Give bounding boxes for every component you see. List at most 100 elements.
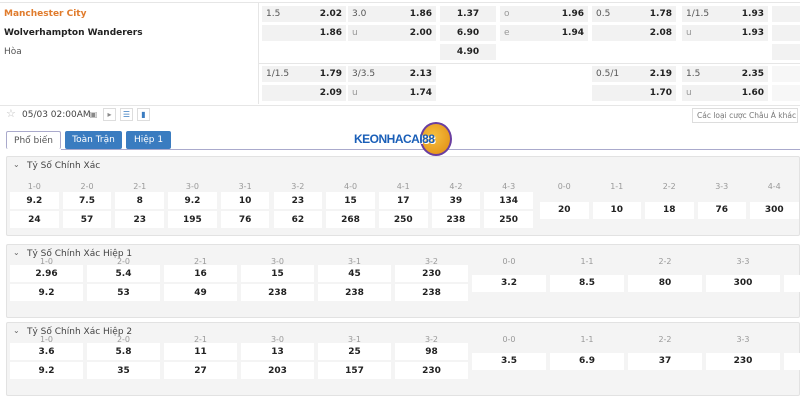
score-odds[interactable]: 57 [62, 211, 112, 228]
score-odds[interactable]: 62 [273, 211, 323, 228]
odds-cell[interactable]: 1.5 2.02 [262, 6, 346, 22]
odds-cell[interactable] [772, 44, 800, 60]
odds-cell[interactable]: 1.5 2.35 [682, 66, 768, 82]
score-odds[interactable]: 20 [540, 201, 589, 219]
score-odds[interactable]: 13 [241, 343, 314, 360]
odds-cell[interactable]: u 1.74 [348, 85, 436, 101]
odds-cell[interactable]: 1.70 [592, 85, 676, 101]
score-odds[interactable] [784, 274, 800, 292]
odds-cell[interactable]: 1.86 [262, 25, 346, 41]
score-odds[interactable]: 24 [10, 211, 59, 228]
star-icon[interactable]: ☆ [6, 107, 16, 120]
score-odds[interactable]: 11 [164, 343, 237, 360]
play-icon[interactable]: ▸ [103, 108, 116, 121]
score-odds[interactable]: 8.5 [550, 274, 624, 292]
odds-price: 1.70 [649, 88, 672, 98]
score-odds[interactable]: 5.8 [87, 343, 160, 360]
score-odds[interactable]: 203 [241, 362, 314, 379]
odds-cell[interactable]: u 1.93 [682, 25, 768, 41]
score-odds[interactable]: 76 [697, 201, 746, 219]
score-odds[interactable]: 230 [706, 352, 780, 370]
odds-cell[interactable]: u 2.00 [348, 25, 436, 41]
chevron-down-icon[interactable]: ⌄ [13, 326, 20, 335]
score-odds[interactable]: 9.2 [168, 192, 217, 209]
score-odds[interactable]: 16 [164, 265, 237, 282]
score-odds[interactable]: 80 [628, 274, 702, 292]
list-icon[interactable]: ☰ [120, 108, 133, 121]
score-odds[interactable]: 39 [431, 192, 481, 209]
score-odds[interactable]: 37 [628, 352, 702, 370]
score-odds[interactable]: 45 [318, 265, 391, 282]
score-odds[interactable]: 3.5 [472, 352, 546, 370]
tab-popular[interactable]: Phổ biến [6, 131, 61, 149]
score-odds[interactable]: 23 [273, 192, 323, 209]
score-odds[interactable]: 98 [395, 343, 468, 360]
score-odds[interactable]: 18 [645, 201, 694, 219]
score-odds[interactable]: 17 [378, 192, 428, 209]
score-odds[interactable]: 9.2 [10, 192, 59, 209]
score-odds[interactable]: 15 [241, 265, 314, 282]
score-odds[interactable]: 300 [750, 201, 799, 219]
odds-cell[interactable]: 1/1.5 1.93 [682, 6, 768, 22]
odds-cell[interactable]: 2.09 [262, 85, 346, 101]
odds-cell[interactable] [772, 6, 800, 22]
score-odds[interactable]: 157 [318, 362, 391, 379]
odds-cell[interactable] [772, 25, 800, 41]
odds-cell[interactable]: o 1.96 [500, 6, 588, 22]
odds-cell[interactable]: 3.0 1.86 [348, 6, 436, 22]
score-odds[interactable]: 53 [87, 284, 160, 301]
odds-cell[interactable] [772, 85, 800, 101]
score-odds[interactable]: 25 [318, 343, 391, 360]
tab-full-match[interactable]: Toàn Trận [65, 131, 122, 149]
score-odds[interactable]: 27 [164, 362, 237, 379]
chevron-down-icon[interactable]: ⌄ [13, 160, 20, 169]
odds-cell[interactable]: 0.5 1.78 [592, 6, 676, 22]
score-odds[interactable]: 7.5 [62, 192, 112, 209]
score-odds[interactable]: 268 [326, 211, 375, 228]
score-odds[interactable]: 6.9 [550, 352, 624, 370]
odds-cell[interactable]: 2.08 [592, 25, 676, 41]
score-odds[interactable]: 8 [115, 192, 165, 209]
score-odds[interactable]: 35 [87, 362, 160, 379]
score-odds[interactable]: 3.6 [10, 343, 83, 360]
odds-cell[interactable]: u 1.60 [682, 85, 768, 101]
score-odds[interactable]: 134 [484, 192, 533, 209]
odds-cell[interactable]: 0.5/1 2.19 [592, 66, 676, 82]
odds-cell[interactable]: 4.90 [440, 44, 496, 60]
score-label: 1-0 [27, 182, 41, 191]
score-odds[interactable]: 238 [241, 284, 314, 301]
score-odds[interactable]: 5.4 [87, 265, 160, 282]
score-odds[interactable]: 250 [484, 211, 533, 228]
chart-icon[interactable]: ▮ [137, 108, 150, 121]
chevron-down-icon[interactable]: ⌄ [13, 248, 20, 257]
score-odds[interactable]: 230 [395, 362, 468, 379]
score-odds[interactable]: 10 [220, 192, 270, 209]
odds-cell[interactable]: 1/1.5 1.79 [262, 66, 346, 82]
odds-cell[interactable]: 1.37 [440, 6, 496, 22]
odds-cell[interactable]: 3/3.5 2.13 [348, 66, 436, 82]
score-odds[interactable]: 238 [318, 284, 391, 301]
score-odds[interactable]: 250 [378, 211, 428, 228]
score-odds[interactable]: 2.96 [10, 265, 83, 282]
score-odds[interactable]: 3.2 [472, 274, 546, 292]
score-odds[interactable]: 238 [431, 211, 481, 228]
score-odds[interactable]: 300 [706, 274, 780, 292]
score-odds[interactable]: 9.2 [10, 284, 83, 301]
score-odds[interactable]: 10 [592, 201, 641, 219]
score-odds[interactable] [784, 352, 800, 370]
calendar-icon[interactable]: ▣ [89, 110, 98, 119]
odds-line: 0.5/1 [596, 69, 620, 79]
tab-first-half[interactable]: Hiệp 1 [126, 131, 171, 149]
score-odds[interactable]: 230 [395, 265, 468, 282]
odds-cell[interactable]: 6.90 [440, 25, 496, 41]
score-odds[interactable]: 76 [220, 211, 270, 228]
score-odds[interactable]: 23 [115, 211, 165, 228]
score-odds[interactable]: 15 [326, 192, 375, 209]
odds-cell[interactable] [772, 66, 800, 82]
odds-cell[interactable]: e 1.94 [500, 25, 588, 41]
score-odds[interactable]: 49 [164, 284, 237, 301]
score-odds[interactable]: 195 [168, 211, 217, 228]
score-odds[interactable]: 9.2 [10, 362, 83, 379]
score-odds[interactable]: 238 [395, 284, 468, 301]
bet-type-dropdown[interactable]: Các loại cược Châu Á khác⌄ [692, 108, 800, 123]
